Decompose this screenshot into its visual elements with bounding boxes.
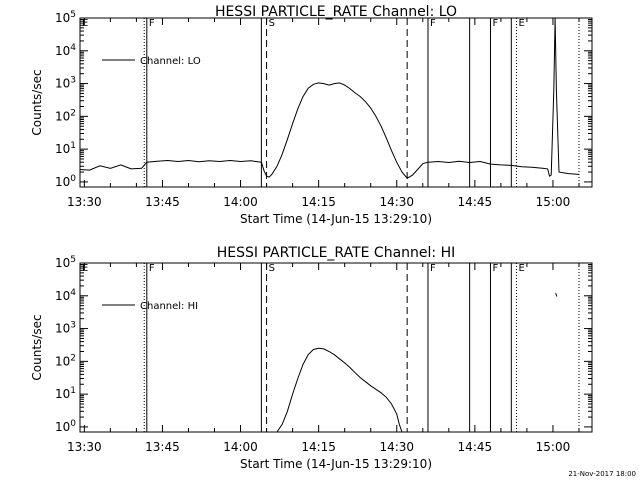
event-marker-label: F	[430, 18, 436, 29]
x-tick-label: 15:00	[536, 440, 571, 454]
event-marker-label: F	[149, 263, 155, 274]
event-marker-label: F	[492, 263, 498, 274]
y-tick-label: 102	[55, 108, 76, 123]
plot-frame	[79, 262, 593, 433]
x-tick-label: 14:30	[379, 440, 414, 454]
y-tick-label: 104	[55, 43, 76, 58]
y-tick-label: 100	[55, 419, 76, 434]
y-axis-label: Counts/sec	[30, 314, 44, 380]
y-tick-label: 105	[55, 10, 76, 25]
series-line	[276, 347, 403, 433]
series-line	[555, 293, 558, 297]
legend-entry: Channel: LO	[140, 56, 201, 67]
x-tick-label: 14:00	[223, 440, 258, 454]
series-line	[260, 82, 429, 179]
y-tick-label: 101	[55, 141, 76, 156]
event-marker-label: E	[519, 263, 525, 274]
series-line	[79, 159, 262, 171]
event-marker-label: F	[149, 18, 155, 29]
x-tick-label: 14:15	[301, 195, 336, 209]
x-axis-label: Start Time (14-Jun-15 13:29:10)	[240, 457, 432, 471]
x-tick-label: 15:00	[536, 195, 571, 209]
y-tick-label: 103	[55, 321, 76, 336]
event-marker-label: F	[492, 18, 498, 29]
chart-title: HESSI PARTICLE_RATE Channel: HI	[217, 245, 455, 261]
y-tick-label: 101	[55, 386, 76, 401]
footer-timestamp: 21-Nov-2017 18:00	[568, 470, 636, 478]
series-line	[427, 160, 552, 177]
x-tick-label: 14:45	[458, 440, 493, 454]
y-tick-label: 103	[55, 76, 76, 91]
y-tick-label: 100	[55, 174, 76, 189]
x-tick-label: 13:45	[145, 440, 180, 454]
event-marker-label: E	[82, 263, 88, 274]
plot-frame	[79, 17, 593, 188]
chart-panel-1: HESSI PARTICLE_RATE Channel: LO 13:30 13:4…	[30, 4, 593, 226]
chart-title: HESSI PARTICLE_RATE Channel: LO	[215, 4, 457, 20]
event-marker-label: S	[269, 18, 275, 29]
x-tick-label: 13:30	[67, 440, 102, 454]
y-tick-label: 102	[55, 353, 76, 368]
series-line	[550, 17, 580, 176]
event-marker-label: E	[519, 18, 525, 29]
y-tick-label: 104	[55, 288, 76, 303]
event-marker-label: S	[269, 263, 275, 274]
event-marker-label: E	[82, 18, 88, 29]
y-tick-label: 105	[55, 255, 76, 270]
x-tick-label: 13:30	[67, 195, 102, 209]
x-tick-label: 13:45	[145, 195, 180, 209]
x-tick-label: 14:30	[379, 195, 414, 209]
y-axis-label: Counts/sec	[30, 69, 44, 135]
legend-entry: Channel: HI	[140, 301, 198, 312]
x-tick-label: 14:45	[458, 195, 493, 209]
x-axis-label: Start Time (14-Jun-15 13:29:10)	[240, 212, 432, 226]
event-marker-label: F	[430, 263, 436, 274]
chart-panel-2: HESSI PARTICLE_RATE Channel: HI 13:30 13:4…	[30, 245, 593, 471]
x-tick-label: 14:00	[223, 195, 258, 209]
x-tick-label: 14:15	[301, 440, 336, 454]
